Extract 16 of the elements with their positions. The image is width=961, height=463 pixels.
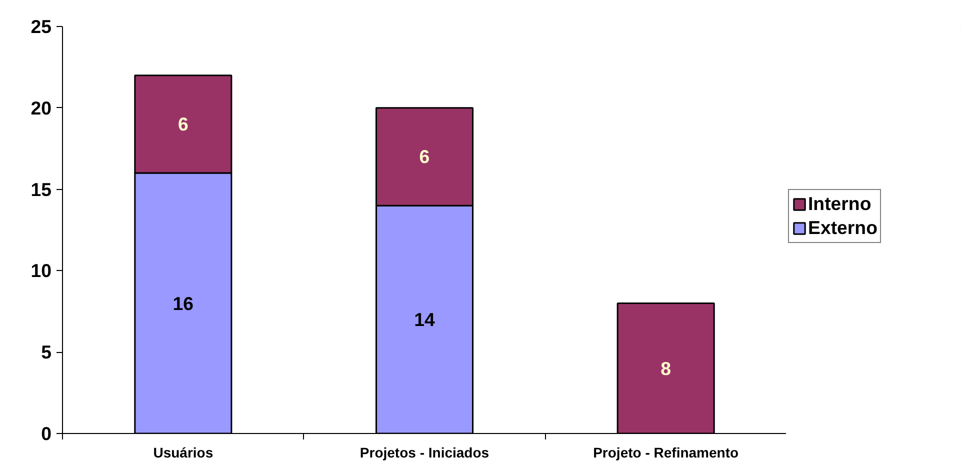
data-label: 6 [178,114,188,135]
x-tick-label: Projetos - Iniciados [360,444,490,460]
data-label: 6 [419,146,430,168]
legend-label: Externo [808,217,878,239]
data-label: 8 [660,358,672,379]
x-tick-label: Projeto - Refinamento [593,444,739,460]
data-label: 14 [414,309,436,330]
y-tick-label: 20 [30,97,52,118]
y-tick-label: 15 [30,178,52,200]
y-tick-label: 0 [41,423,52,444]
y-tick-label: 25 [30,16,52,37]
y-tick-label: 10 [30,260,52,282]
x-tick-label: Usuários [153,444,214,460]
data-label: 16 [172,292,194,314]
y-tick-label: 5 [41,342,52,363]
legend-label: Interno [808,193,872,215]
